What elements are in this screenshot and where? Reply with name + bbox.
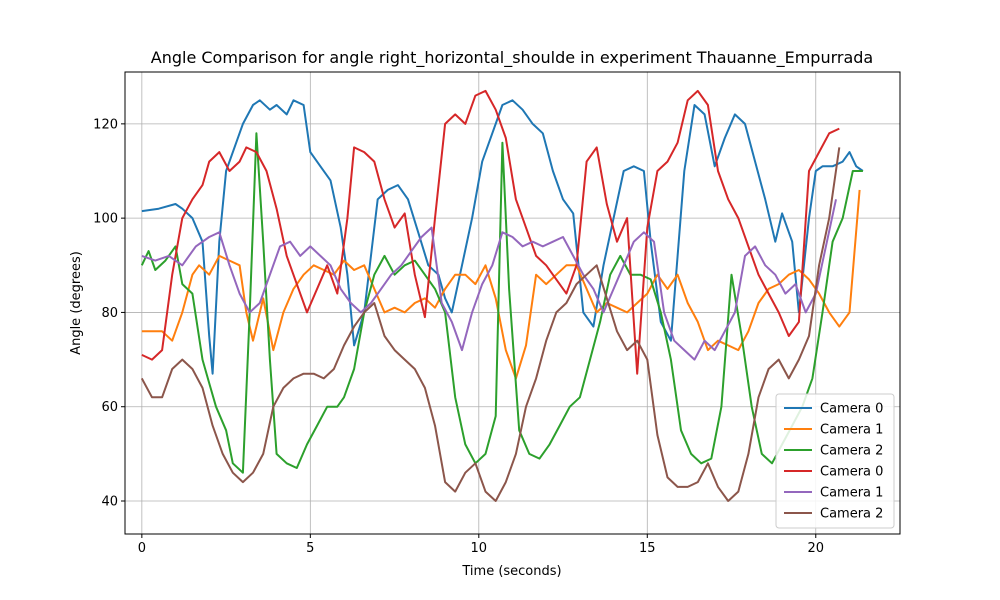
series-line-2 (140, 132, 863, 474)
legend-label: Camera 1 (820, 423, 883, 438)
x-axis-label: Time (seconds) (461, 564, 561, 579)
legend-box (775, 393, 895, 529)
series-line-0 (141, 99, 864, 375)
legend-label: Camera 2 (820, 444, 883, 459)
x-tick-label: 15 (639, 541, 656, 556)
x-tick-label: 10 (471, 541, 488, 556)
x-axis: 0 5 10 15 20 (138, 534, 824, 556)
legend: Camera 0 Camera 1 Camera 2 Camera 0 Camera 1… (775, 393, 895, 529)
x-tick-label: 5 (306, 541, 314, 556)
y-tick-label: 80 (101, 306, 118, 321)
series-line-4 (141, 199, 837, 361)
series-line-5 (140, 147, 841, 502)
legend-label: Camera 2 (820, 507, 883, 522)
x-tick-label: 0 (138, 541, 146, 556)
series-line-1 (141, 189, 861, 380)
legend-label: Camera 1 (820, 486, 883, 501)
y-tick-label: 40 (101, 495, 118, 510)
y-tick-label: 60 (101, 400, 118, 415)
series-layer (140, 89, 864, 502)
y-tick-label: 100 (93, 212, 118, 227)
y-axis: 40 60 80 100 120 (93, 117, 125, 510)
y-tick-label: 120 (93, 117, 118, 132)
chart-title: Angle Comparison for angle right_horizon… (151, 48, 873, 68)
plot-frame (124, 71, 901, 535)
legend-label: Camera 0 (820, 402, 883, 417)
x-tick-label: 20 (807, 541, 824, 556)
series-line-3 (141, 89, 840, 375)
y-axis-label: Angle (degrees) (69, 251, 84, 355)
legend-label: Camera 0 (820, 465, 883, 480)
